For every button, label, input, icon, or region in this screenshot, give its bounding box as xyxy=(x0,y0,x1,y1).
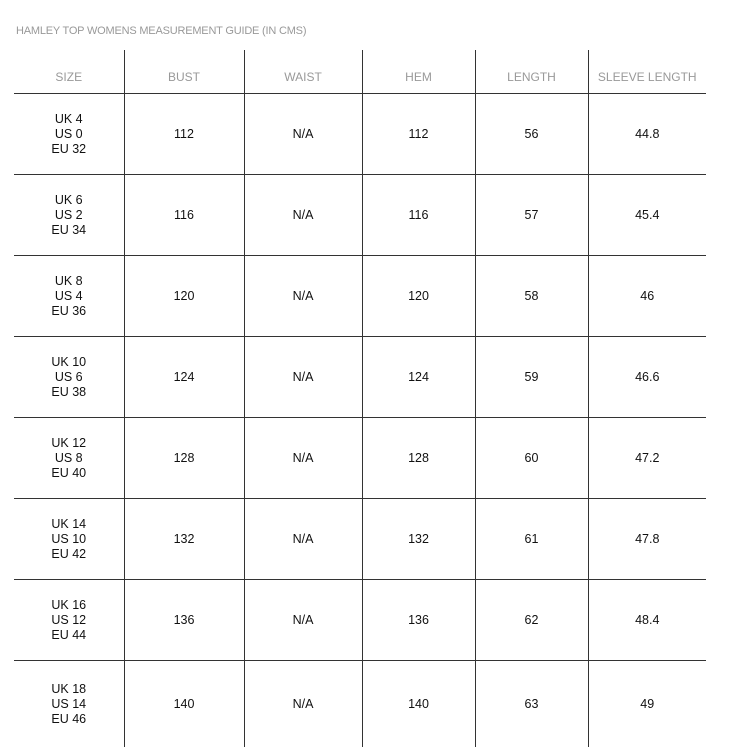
size-eu: EU 40 xyxy=(15,466,123,481)
size-us: US 0 xyxy=(15,127,123,142)
bust-cell: 132 xyxy=(124,499,244,580)
length-cell: 61 xyxy=(475,499,588,580)
size-us: US 12 xyxy=(15,613,123,628)
sleeve-cell: 46.6 xyxy=(588,337,706,418)
size-us: US 14 xyxy=(15,697,123,712)
size-us: US 10 xyxy=(15,532,123,547)
size-us: US 6 xyxy=(15,370,123,385)
size-eu: EU 44 xyxy=(15,628,123,643)
size-eu: EU 38 xyxy=(15,385,123,400)
size-uk: UK 12 xyxy=(15,436,123,451)
hem-cell: 116 xyxy=(362,175,475,256)
size-uk: UK 10 xyxy=(15,355,123,370)
size-uk: UK 4 xyxy=(15,112,123,127)
bust-cell: 120 xyxy=(124,256,244,337)
waist-cell: N/A xyxy=(244,256,362,337)
hem-cell: 128 xyxy=(362,418,475,499)
waist-cell: N/A xyxy=(244,580,362,661)
bust-cell: 124 xyxy=(124,337,244,418)
hem-cell: 132 xyxy=(362,499,475,580)
size-eu: EU 36 xyxy=(15,304,123,319)
bust-cell: 136 xyxy=(124,580,244,661)
size-us: US 4 xyxy=(15,289,123,304)
header-length: LENGTH xyxy=(475,50,588,94)
header-size: SIZE xyxy=(14,50,124,94)
size-us: US 2 xyxy=(15,208,123,223)
length-cell: 58 xyxy=(475,256,588,337)
hem-cell: 136 xyxy=(362,580,475,661)
size-uk: UK 18 xyxy=(15,682,123,697)
size-eu: EU 42 xyxy=(15,547,123,562)
sleeve-cell: 48.4 xyxy=(588,580,706,661)
header-sleeve-length: SLEEVE LENGTH xyxy=(588,50,706,94)
length-cell: 59 xyxy=(475,337,588,418)
hem-cell: 112 xyxy=(362,94,475,175)
length-cell: 56 xyxy=(475,94,588,175)
size-eu: EU 46 xyxy=(15,712,123,727)
length-cell: 63 xyxy=(475,661,588,747)
size-uk: UK 16 xyxy=(15,598,123,613)
sleeve-cell: 47.8 xyxy=(588,499,706,580)
header-bust: BUST xyxy=(124,50,244,94)
header-row: SIZE BUST WAIST HEM LENGTH SLEEVE LENGTH xyxy=(14,50,706,94)
length-cell: 57 xyxy=(475,175,588,256)
size-guide-table: SIZE BUST WAIST HEM LENGTH SLEEVE LENGTH… xyxy=(14,50,706,747)
waist-cell: N/A xyxy=(244,661,362,747)
bust-cell: 116 xyxy=(124,175,244,256)
size-us: US 8 xyxy=(15,451,123,466)
page-title: HAMLEY TOP WOMENS MEASUREMENT GUIDE (IN … xyxy=(16,25,306,37)
sleeve-cell: 49 xyxy=(588,661,706,747)
size-eu: EU 34 xyxy=(15,223,123,238)
bust-cell: 140 xyxy=(124,661,244,747)
length-cell: 62 xyxy=(475,580,588,661)
waist-cell: N/A xyxy=(244,499,362,580)
size-uk: UK 6 xyxy=(15,193,123,208)
waist-cell: N/A xyxy=(244,418,362,499)
hem-cell: 124 xyxy=(362,337,475,418)
length-cell: 60 xyxy=(475,418,588,499)
sleeve-cell: 44.8 xyxy=(588,94,706,175)
header-waist: WAIST xyxy=(244,50,362,94)
hem-cell: 120 xyxy=(362,256,475,337)
size-uk: UK 14 xyxy=(15,517,123,532)
sleeve-cell: 47.2 xyxy=(588,418,706,499)
sleeve-cell: 46 xyxy=(588,256,706,337)
sleeve-cell: 45.4 xyxy=(588,175,706,256)
waist-cell: N/A xyxy=(244,337,362,418)
size-eu: EU 32 xyxy=(15,142,123,157)
size-uk: UK 8 xyxy=(15,274,123,289)
bust-cell: 128 xyxy=(124,418,244,499)
waist-cell: N/A xyxy=(244,175,362,256)
hem-cell: 140 xyxy=(362,661,475,747)
header-hem: HEM xyxy=(362,50,475,94)
waist-cell: N/A xyxy=(244,94,362,175)
bust-cell: 112 xyxy=(124,94,244,175)
